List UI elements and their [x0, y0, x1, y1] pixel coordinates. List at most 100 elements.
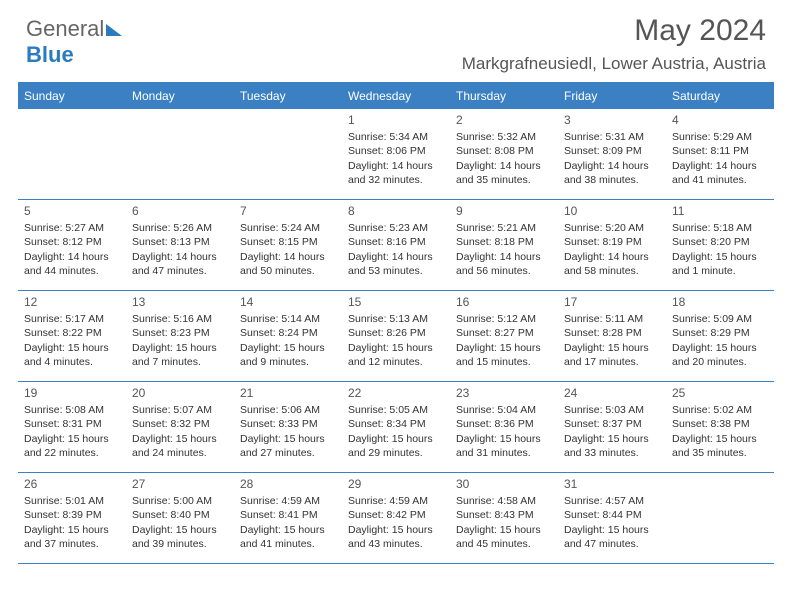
day-number: 6 [132, 203, 228, 219]
calendar-cell: 6Sunrise: 5:26 AMSunset: 8:13 PMDaylight… [126, 200, 234, 290]
day-number: 9 [456, 203, 552, 219]
location-subtitle: Markgrafneusiedl, Lower Austria, Austria [462, 54, 766, 74]
day-number: 20 [132, 385, 228, 401]
weekday-label: Monday [126, 84, 234, 109]
daylight-line: Daylight: 15 hours and 27 minutes. [240, 432, 336, 460]
day-number: 22 [348, 385, 444, 401]
day-number: 14 [240, 294, 336, 310]
daylight-line: Daylight: 15 hours and 1 minute. [672, 250, 768, 278]
daylight-line: Daylight: 15 hours and 9 minutes. [240, 341, 336, 369]
sunrise-line: Sunrise: 5:04 AM [456, 403, 552, 417]
sunset-line: Sunset: 8:20 PM [672, 235, 768, 249]
daylight-line: Daylight: 15 hours and 4 minutes. [24, 341, 120, 369]
sunrise-line: Sunrise: 5:05 AM [348, 403, 444, 417]
calendar-cell: 2Sunrise: 5:32 AMSunset: 8:08 PMDaylight… [450, 109, 558, 199]
sunset-line: Sunset: 8:23 PM [132, 326, 228, 340]
sunset-line: Sunset: 8:34 PM [348, 417, 444, 431]
calendar-cell: 24Sunrise: 5:03 AMSunset: 8:37 PMDayligh… [558, 382, 666, 472]
calendar-cell: 3Sunrise: 5:31 AMSunset: 8:09 PMDaylight… [558, 109, 666, 199]
daylight-line: Daylight: 14 hours and 58 minutes. [564, 250, 660, 278]
sunset-line: Sunset: 8:40 PM [132, 508, 228, 522]
calendar-cell [126, 109, 234, 199]
sunrise-line: Sunrise: 5:16 AM [132, 312, 228, 326]
calendar-cell: 30Sunrise: 4:58 AMSunset: 8:43 PMDayligh… [450, 473, 558, 563]
sunrise-line: Sunrise: 5:09 AM [672, 312, 768, 326]
day-number: 13 [132, 294, 228, 310]
daylight-line: Daylight: 15 hours and 45 minutes. [456, 523, 552, 551]
sunset-line: Sunset: 8:28 PM [564, 326, 660, 340]
sunrise-line: Sunrise: 5:00 AM [132, 494, 228, 508]
calendar-cell: 18 Sunrise: 5:09 AMSunset: 8:29 PMDayligh… [666, 291, 774, 381]
calendar-week: 12Sunrise: 5:17 AMSunset: 8:22 PMDayligh… [18, 291, 774, 382]
daylight-line: Daylight: 15 hours and 39 minutes. [132, 523, 228, 551]
sunrise-line: Sunrise: 4:57 AM [564, 494, 660, 508]
calendar-cell: 22 Sunrise: 5:05 AMSunset: 8:34 PMDayligh… [342, 382, 450, 472]
daylight-line: Daylight: 15 hours and 31 minutes. [456, 432, 552, 460]
daylight-line: Daylight: 15 hours and 35 minutes. [672, 432, 768, 460]
calendar-cell [666, 473, 774, 563]
calendar-week: 5Sunrise: 5:27 AMSunset: 8:12 PMDaylight… [18, 200, 774, 291]
sunrise-line: Sunrise: 5:23 AM [348, 221, 444, 235]
day-number: 18 [672, 294, 768, 310]
calendar-cell: 31Sunrise: 4:57 AMSunset: 8:44 PMDayligh… [558, 473, 666, 563]
day-number: 5 [24, 203, 120, 219]
day-number: 16 [456, 294, 552, 310]
sunset-line: Sunset: 8:42 PM [348, 508, 444, 522]
weekday-label: Friday [558, 84, 666, 109]
day-number: 29 [348, 476, 444, 492]
daylight-line: Daylight: 15 hours and 22 minutes. [24, 432, 120, 460]
sunrise-line: Sunrise: 5:14 AM [240, 312, 336, 326]
sunrise-line: Sunrise: 5:06 AM [240, 403, 336, 417]
calendar-cell: 14Sunrise: 5:14 AMSunset: 8:24 PMDayligh… [234, 291, 342, 381]
day-number: 2 [456, 112, 552, 128]
day-number: 4 [672, 112, 768, 128]
calendar-week: 19Sunrise: 5:08 AMSunset: 8:31 PMDayligh… [18, 382, 774, 473]
sunset-line: Sunset: 8:12 PM [24, 235, 120, 249]
calendar-cell: 4Sunrise: 5:29 AMSunset: 8:11 PMDaylight… [666, 109, 774, 199]
day-number: 3 [564, 112, 660, 128]
day-number: 17 [564, 294, 660, 310]
sunrise-line: Sunrise: 5:21 AM [456, 221, 552, 235]
sunset-line: Sunset: 8:22 PM [24, 326, 120, 340]
sunset-line: Sunset: 8:37 PM [564, 417, 660, 431]
sunset-line: Sunset: 8:11 PM [672, 144, 768, 158]
daylight-line: Daylight: 14 hours and 53 minutes. [348, 250, 444, 278]
calendar-cell: 25Sunrise: 5:02 AMSunset: 8:38 PMDayligh… [666, 382, 774, 472]
calendar-cell: 17Sunrise: 5:11 AMSunset: 8:28 PMDayligh… [558, 291, 666, 381]
daylight-line: Daylight: 15 hours and 29 minutes. [348, 432, 444, 460]
sunrise-line: Sunrise: 5:08 AM [24, 403, 120, 417]
daylight-line: Daylight: 15 hours and 37 minutes. [24, 523, 120, 551]
calendar-cell: 20Sunrise: 5:07 AMSunset: 8:32 PMDayligh… [126, 382, 234, 472]
calendar-cell: 8Sunrise: 5:23 AMSunset: 8:16 PMDaylight… [342, 200, 450, 290]
sunset-line: Sunset: 8:32 PM [132, 417, 228, 431]
daylight-line: Daylight: 14 hours and 32 minutes. [348, 159, 444, 187]
daylight-line: Daylight: 15 hours and 33 minutes. [564, 432, 660, 460]
weekday-label: Thursday [450, 84, 558, 109]
daylight-line: Daylight: 15 hours and 20 minutes. [672, 341, 768, 369]
sunset-line: Sunset: 8:29 PM [672, 326, 768, 340]
weekday-header: SundayMondayTuesdayWednesdayThursdayFrid… [18, 84, 774, 109]
daylight-line: Daylight: 15 hours and 7 minutes. [132, 341, 228, 369]
sunrise-line: Sunrise: 5:02 AM [672, 403, 768, 417]
day-number: 30 [456, 476, 552, 492]
sunset-line: Sunset: 8:27 PM [456, 326, 552, 340]
sunset-line: Sunset: 8:33 PM [240, 417, 336, 431]
calendar-cell: 15Sunrise: 5:13 AMSunset: 8:26 PMDayligh… [342, 291, 450, 381]
sunset-line: Sunset: 8:18 PM [456, 235, 552, 249]
day-number: 1 [348, 112, 444, 128]
calendar: SundayMondayTuesdayWednesdayThursdayFrid… [18, 82, 774, 564]
sunrise-line: Sunrise: 5:31 AM [564, 130, 660, 144]
sunset-line: Sunset: 8:39 PM [24, 508, 120, 522]
brand-part1: General [26, 16, 104, 41]
weekday-label: Saturday [666, 84, 774, 109]
calendar-cell: 12Sunrise: 5:17 AMSunset: 8:22 PMDayligh… [18, 291, 126, 381]
daylight-line: Daylight: 15 hours and 17 minutes. [564, 341, 660, 369]
sunset-line: Sunset: 8:09 PM [564, 144, 660, 158]
daylight-line: Daylight: 14 hours and 56 minutes. [456, 250, 552, 278]
sunset-line: Sunset: 8:16 PM [348, 235, 444, 249]
day-number: 28 [240, 476, 336, 492]
sunset-line: Sunset: 8:41 PM [240, 508, 336, 522]
brand-triangle-icon [106, 24, 122, 36]
day-number: 19 [24, 385, 120, 401]
calendar-cell: 1Sunrise: 5:34 AMSunset: 8:06 PMDaylight… [342, 109, 450, 199]
